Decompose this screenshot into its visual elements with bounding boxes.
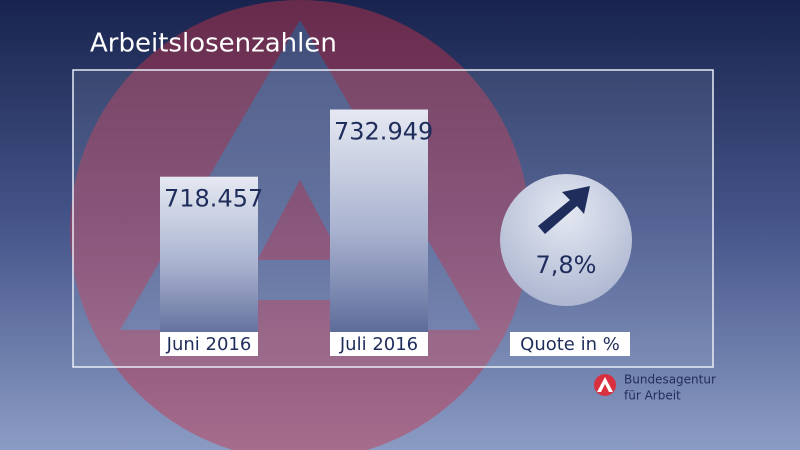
x-tick-label: Juli 2016 <box>339 334 418 355</box>
quote-value: 7,8% <box>536 251 597 279</box>
chart-title: Arbeitslosenzahlen <box>90 29 337 59</box>
bar <box>160 176 258 355</box>
source-logo <box>594 374 616 396</box>
category-label-box <box>160 332 258 356</box>
x-tick-label: Juni 2016 <box>166 334 252 355</box>
arrow-icon <box>538 186 590 234</box>
source-line: für Arbeit <box>624 389 681 403</box>
category-label-box <box>330 332 428 356</box>
quote-label-box <box>510 332 630 356</box>
source-line: Bundesagentur <box>624 373 716 387</box>
quote-circle <box>500 174 632 306</box>
value-label: 732.949 <box>334 118 433 146</box>
quote-label: Quote in % <box>520 334 620 355</box>
bar <box>330 109 428 355</box>
value-label: 718.457 <box>164 185 263 213</box>
